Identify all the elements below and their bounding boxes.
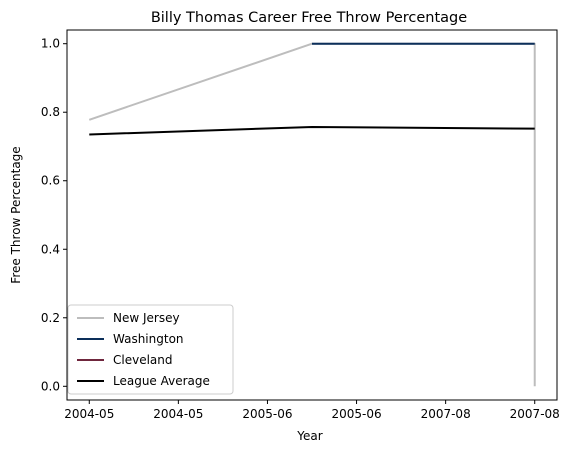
y-axis: 0.0 0.2 0.4 0.6 0.8 1.0 [41,37,67,393]
y-axis-label: Free Throw Percentage [9,146,23,283]
legend-label: New Jersey [113,311,180,325]
y-tick-label: 0.6 [41,174,60,188]
x-tick-label: 2007-08 [510,407,560,421]
legend: New Jersey Washington Cleveland League Aver… [67,304,234,395]
legend-label: Washington [113,332,184,346]
series-layer [88,42,536,387]
chart-title: Billy Thomas Career Free Throw Percentag… [151,10,467,26]
x-axis-label: Year [296,429,322,443]
y-tick-label: 0.4 [41,242,60,256]
y-tick-label: 0.2 [41,311,60,325]
legend-label: League Average [113,374,210,388]
x-tick-label: 2005-06 [331,407,381,421]
series-line-3 [89,125,535,136]
legend-label: Cleveland [113,353,173,367]
plot-frame [66,29,558,401]
y-tick-label: 0.8 [41,105,60,119]
y-tick-label: 0.0 [41,379,60,393]
x-tick-label: 2004-05 [64,407,114,421]
x-tick-label: 2005-06 [242,407,292,421]
y-tick-label: 1.0 [41,37,60,51]
x-axis: 2004-05 2004-05 2005-06 2005-06 2007-08 2007-… [64,400,560,421]
x-tick-label: 2007-08 [421,407,471,421]
legend-box [67,304,234,395]
x-tick-label: 2004-05 [153,407,203,421]
